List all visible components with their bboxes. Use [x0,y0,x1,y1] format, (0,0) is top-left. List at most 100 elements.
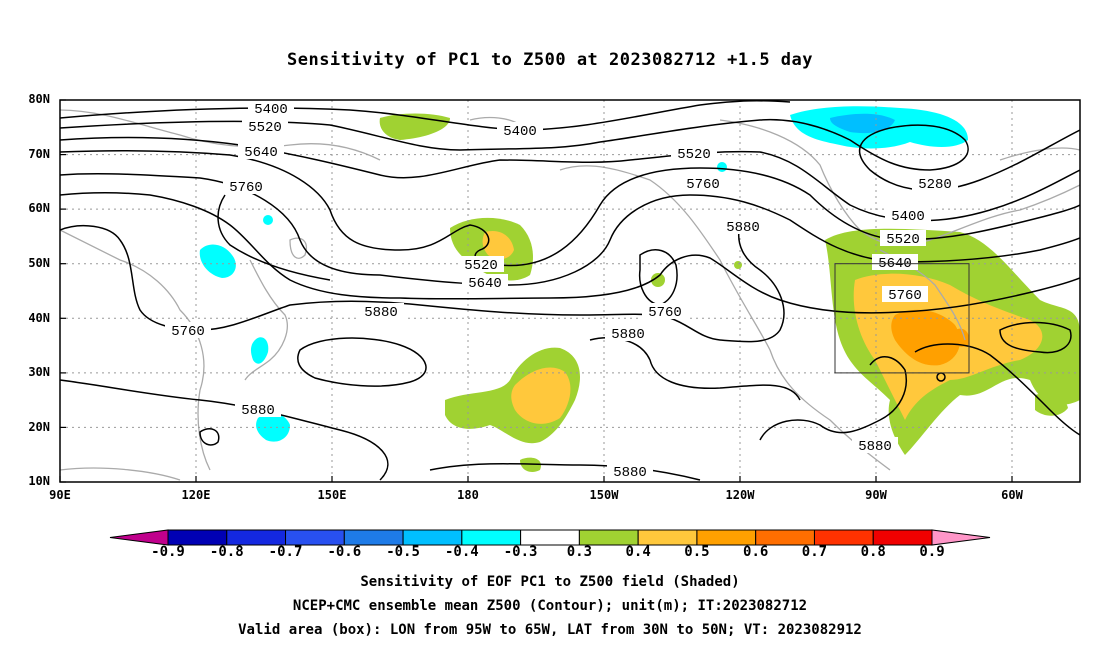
positive-shading-bering-core [482,230,514,260]
colorbar-tick-label: 0.8 [860,544,886,560]
lat-label-10n: 10N [28,474,50,488]
negative-shading-arctic-core [830,113,895,134]
svg-text:5640: 5640 [468,276,502,292]
svg-text:5760: 5760 [229,180,263,196]
contour-label-5880-b: 5880 [358,303,404,321]
lat-label-40n: 40N [28,311,50,325]
colorbar-upper-triangle [931,529,991,546]
svg-text:5280: 5280 [918,177,952,193]
contour-label-5880-f: 5880 [607,463,653,481]
contour-label-5520-d: 5520 [458,256,504,274]
svg-text:5520: 5520 [677,147,711,163]
negative-shading-dot [263,215,273,225]
contour-label-5760-b: 5760 [680,175,726,193]
lon-label-180: 180 [457,488,479,502]
caption-valid-area: Valid area (box): LON from 95W to 65W, L… [238,622,862,638]
svg-text:5400: 5400 [891,209,925,225]
graticule [60,100,1080,482]
colorbar-tick-label: -0.8 [209,544,244,560]
colorbar-swatch [285,529,345,546]
lat-label-60n: 60N [28,201,50,215]
contour-label-5880-a: 5880 [720,218,766,236]
contour-label-5640-c: 5640 [872,254,918,272]
colorbar-tick-label: -0.4 [444,544,479,560]
contour-label-5880-c: 5880 [605,325,651,343]
svg-text:5520: 5520 [248,120,282,136]
colorbar-swatch [696,529,757,546]
svg-text:5880: 5880 [726,220,760,236]
svg-text:5760: 5760 [171,324,205,340]
lat-label-70n: 70N [28,147,50,161]
colorbar-tick-label: -0.9 [151,544,185,560]
colorbar-tick-label: -0.3 [503,544,538,560]
svg-text:5880: 5880 [858,439,892,455]
colorbar-swatch [813,529,874,546]
colorbar-swatch [402,529,463,546]
contour-label-5400-b: 5400 [497,122,543,140]
contour-labels: 5400 5520 5640 5760 5400 5520 5760 5880 … [165,100,958,481]
lon-label-60w: 60W [1001,488,1023,502]
colorbar-swatch [578,529,639,546]
svg-text:5520: 5520 [886,232,920,248]
sensitivity-shading [199,106,1080,472]
negative-shading-pacific-west [256,413,290,442]
negative-shading-dot-2 [717,162,727,172]
contour-label-5640-d: 5640 [462,274,508,292]
contour-label-5760-a: 5760 [223,178,269,196]
colorbar-tick-label: 0.9 [919,544,945,560]
colorbar-swatch [520,529,580,546]
colorbar-swatch [167,529,228,546]
lat-label-30n: 30N [28,365,50,379]
colorbar-swatch [872,529,933,546]
colorbar-swatch [343,529,404,546]
lon-label-120e: 120E [181,488,211,502]
lat-label-50n: 50N [28,256,50,270]
colorbar-tick-label: -0.7 [268,544,303,560]
colorbar-tick-label: 0.4 [625,544,651,560]
positive-shading-atlantic [1035,393,1068,416]
svg-text:5760: 5760 [686,177,720,193]
lon-label-90w: 90W [865,488,887,502]
lon-label-150w: 150W [589,488,619,502]
svg-text:5400: 5400 [254,102,288,118]
caption-contour: NCEP+CMC ensemble mean Z500 (Contour); u… [292,598,808,614]
contour-label-5880-d: 5880 [235,401,281,419]
contour-label-5760-c: 5760 [882,286,928,304]
colorbar-tick-label: 0.3 [566,544,593,560]
plot-title: Sensitivity of PC1 to Z500 at 2023082712… [286,50,813,70]
positive-shading-pacific-core [511,367,571,424]
caption-shading: Sensitivity of EOF PC1 to Z500 field (Sh… [360,574,740,590]
contour-label-5400-c: 5400 [885,207,931,225]
svg-text:5640: 5640 [244,145,278,161]
contour-label-5760-e: 5760 [165,322,211,340]
colorbar-tick-label: 0.5 [684,544,710,560]
lon-label-120w: 120W [725,488,755,502]
lat-label-80n: 80N [28,92,50,106]
valid-area-box [834,263,970,374]
svg-text:5880: 5880 [613,465,647,481]
colorbar-tick-label: -0.6 [327,544,362,560]
svg-text:5760: 5760 [648,305,682,321]
contour-label-5520-a: 5520 [242,118,288,136]
svg-text:5400: 5400 [503,124,537,140]
positive-shading-max-2 [953,328,970,347]
contour-label-5520-b: 5520 [671,145,717,163]
colorbar-swatch [226,529,287,546]
svg-text:5880: 5880 [364,305,398,321]
map-frame [59,99,1081,483]
contour-label-5400-a: 5400 [248,100,294,118]
colorbar [109,529,991,546]
positive-shading-dot-2 [734,261,742,269]
contour-label-5280: 5280 [912,175,958,193]
svg-text:5520: 5520 [464,258,498,274]
lon-label-150e: 150E [317,488,347,502]
svg-text:5880: 5880 [241,403,275,419]
svg-text:5880: 5880 [611,327,645,343]
positive-shading-dot [651,273,665,287]
colorbar-tick-label: -0.5 [386,544,420,560]
colorbar-swatch [755,529,815,546]
svg-text:5760: 5760 [888,288,922,304]
lon-label-90e: 90E [49,488,71,502]
colorbar-tick-label: 0.6 [743,544,769,560]
negative-shading-japan [250,337,269,364]
